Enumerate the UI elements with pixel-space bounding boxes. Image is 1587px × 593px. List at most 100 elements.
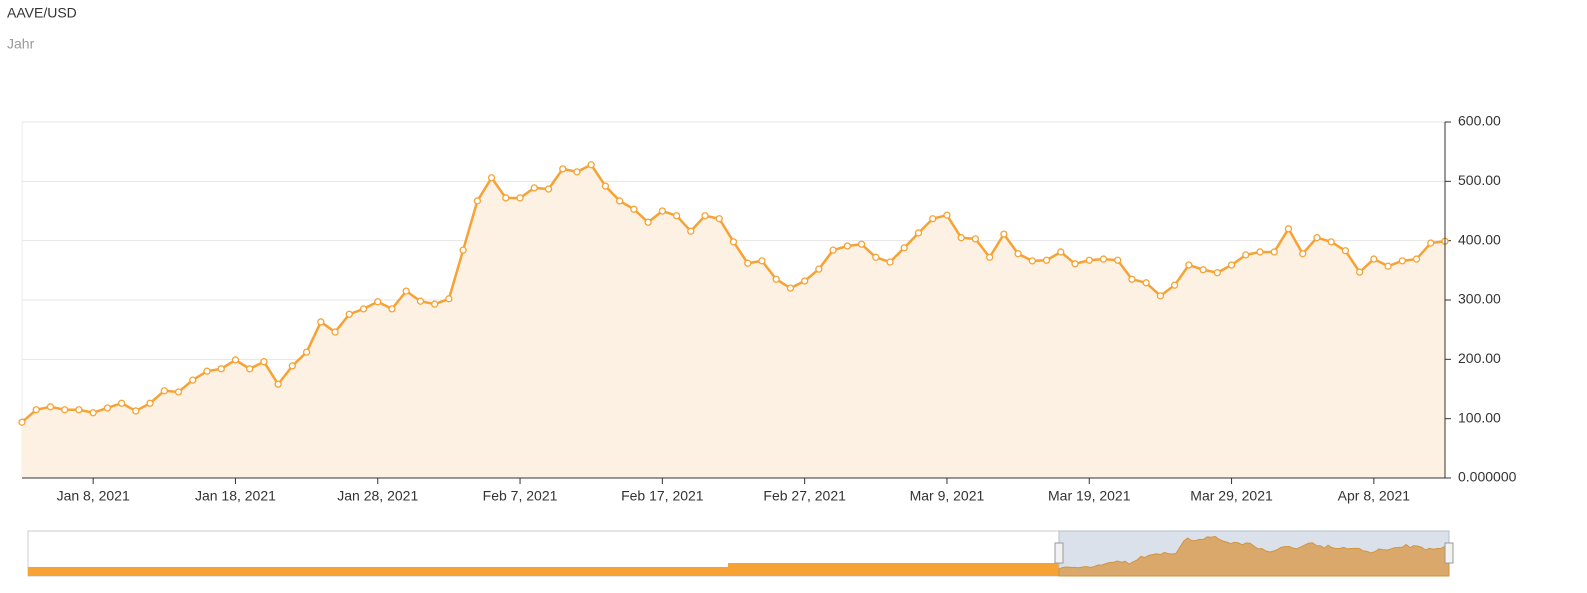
- point: [559, 165, 567, 173]
- x-tick-label: Feb 27, 2021: [763, 488, 846, 504]
- point: [929, 215, 937, 223]
- point: [18, 418, 26, 426]
- point: [132, 407, 140, 415]
- point: [1242, 251, 1250, 259]
- point: [1398, 257, 1406, 265]
- x-tick-label: Mar 19, 2021: [1048, 488, 1131, 504]
- point: [416, 297, 425, 305]
- point: [374, 298, 382, 306]
- point: [1384, 262, 1392, 270]
- point: [985, 253, 994, 261]
- point: [459, 246, 467, 254]
- point: [1128, 275, 1136, 283]
- x-tick-label: Jan 18, 2021: [195, 488, 276, 504]
- y-tick-label: 600.00: [1458, 113, 1501, 129]
- point: [872, 253, 880, 261]
- point: [786, 284, 795, 292]
- point: [1427, 239, 1435, 247]
- point: [174, 388, 183, 396]
- point: [587, 161, 595, 169]
- point: [502, 194, 510, 202]
- point: [1028, 257, 1036, 265]
- x-tick-label: Jan 28, 2021: [337, 488, 418, 504]
- chart-title: AAVE/USD: [7, 5, 77, 21]
- navigator-history: [28, 567, 728, 576]
- point: [203, 367, 211, 375]
- point: [345, 310, 353, 318]
- y-tick-label: 500.00: [1458, 172, 1501, 188]
- point: [217, 365, 225, 373]
- point: [516, 194, 524, 202]
- point: [630, 205, 638, 213]
- point: [1170, 281, 1179, 289]
- point: [189, 376, 197, 384]
- point: [701, 212, 709, 220]
- point: [246, 365, 254, 373]
- point: [46, 403, 55, 411]
- x-tick-label: Feb 17, 2021: [621, 488, 704, 504]
- point: [431, 300, 439, 308]
- point: [359, 305, 368, 313]
- point: [1199, 266, 1207, 274]
- point: [1299, 250, 1307, 258]
- point: [302, 348, 311, 356]
- chart-subtitle: Jahr: [7, 36, 35, 52]
- point: [487, 174, 496, 182]
- point: [288, 362, 297, 370]
- point: [146, 399, 154, 407]
- point: [89, 409, 97, 417]
- point: [815, 265, 823, 273]
- point: [843, 242, 851, 250]
- point: [1142, 279, 1150, 287]
- point: [687, 227, 695, 235]
- point: [1284, 225, 1293, 233]
- point: [260, 358, 268, 366]
- point: [32, 406, 40, 414]
- point: [544, 185, 553, 193]
- navigator-history: [728, 563, 1059, 576]
- point: [473, 197, 482, 205]
- point: [829, 246, 837, 254]
- point: [900, 244, 908, 252]
- point: [644, 218, 652, 226]
- point: [715, 215, 723, 223]
- navigator-handle[interactable]: [1444, 542, 1454, 564]
- point: [445, 295, 453, 303]
- point: [1114, 256, 1122, 264]
- point: [601, 182, 610, 190]
- point: [857, 240, 866, 248]
- point: [1085, 256, 1093, 264]
- point: [1099, 255, 1108, 263]
- y-tick-label: 300.00: [1458, 291, 1501, 307]
- point: [672, 212, 681, 220]
- point: [1313, 234, 1321, 242]
- point: [1185, 261, 1193, 269]
- point: [1156, 292, 1165, 300]
- area: [22, 164, 1445, 478]
- point: [117, 399, 126, 407]
- x-tick-label: Jan 8, 2021: [57, 488, 130, 504]
- x-tick-label: Mar 29, 2021: [1190, 488, 1273, 504]
- point: [1057, 248, 1065, 256]
- navigator-area: [1058, 535, 1450, 577]
- point: [658, 207, 666, 215]
- point: [61, 406, 69, 414]
- point: [1227, 261, 1236, 269]
- point: [729, 238, 738, 246]
- point: [530, 184, 538, 192]
- point: [616, 197, 624, 205]
- point: [758, 257, 766, 265]
- navigator-handle[interactable]: [1054, 542, 1064, 564]
- point: [231, 356, 240, 364]
- point: [1341, 247, 1350, 255]
- y-tick-label: 200.00: [1458, 350, 1501, 366]
- point: [1270, 248, 1278, 256]
- point: [1256, 248, 1264, 256]
- point: [331, 328, 339, 336]
- point: [943, 211, 951, 219]
- point: [160, 387, 168, 395]
- y-tick-label: 100.00: [1458, 409, 1501, 425]
- point: [1370, 255, 1378, 263]
- point: [886, 258, 894, 266]
